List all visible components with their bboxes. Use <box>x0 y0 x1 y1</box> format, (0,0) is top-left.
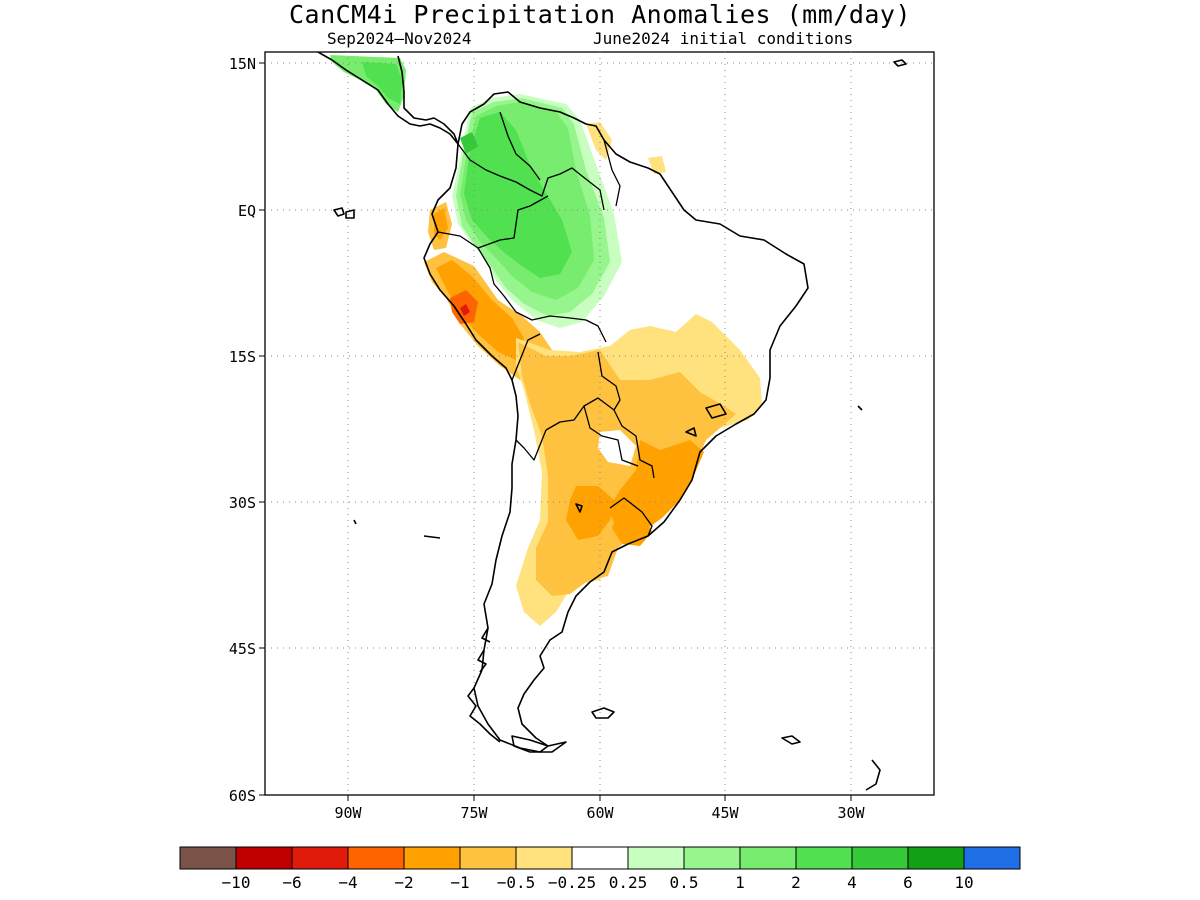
anomaly-green-central-america-core <box>362 62 402 104</box>
falkland-islands <box>591 707 615 719</box>
anomaly-green-northwest-core <box>464 112 572 278</box>
tick-marks <box>259 62 852 801</box>
caribbean-islands <box>893 59 907 67</box>
galapagos-islands <box>333 207 355 219</box>
anomaly-orange-argentina <box>566 486 614 540</box>
colorbar-label: −4 <box>338 873 357 892</box>
subtitle-initial-conditions: June2024 initial conditions <box>593 29 854 48</box>
colorbar-swatch <box>851 846 909 870</box>
tierra-del-fuego <box>511 735 567 753</box>
central-america-coast <box>317 52 459 145</box>
lat-label: EQ <box>238 202 256 220</box>
colorbar-swatch <box>515 846 573 870</box>
colorbar-label: −0.25 <box>548 873 596 892</box>
lon-label: 90W <box>334 804 362 822</box>
colorbar-swatch <box>459 846 517 870</box>
colorbar-swatch <box>683 846 741 870</box>
anomaly-orange-uruguay <box>612 508 652 546</box>
colorbar-label: 1 <box>735 873 745 892</box>
colorbar-swatch <box>235 846 293 870</box>
lat-label: 45S <box>229 640 256 658</box>
colorbar-swatch <box>795 846 853 870</box>
south-georgia-island <box>781 735 801 745</box>
colorbar-label: −0.5 <box>497 873 536 892</box>
subtitle-season: Sep2024–Nov2024 <box>327 29 472 48</box>
lat-label: 15S <box>229 348 256 366</box>
coastlines <box>317 52 907 791</box>
colorbar-swatch <box>571 846 629 870</box>
lat-label: 30S <box>229 494 256 512</box>
colorbar-label: −10 <box>222 873 251 892</box>
colorbar-label: 0.5 <box>670 873 699 892</box>
lat-label: 60S <box>229 787 256 805</box>
colorbar-label: 0.25 <box>609 873 648 892</box>
colorbar-label: −6 <box>282 873 301 892</box>
colorbar-swatch <box>403 846 461 870</box>
colorbar-swatch <box>347 846 405 870</box>
colorbar-swatch <box>907 846 965 870</box>
colorbar-label: −2 <box>394 873 413 892</box>
colorbar-label: 10 <box>954 873 973 892</box>
anomaly-yellow-guianas <box>586 122 612 160</box>
lon-label: 45W <box>711 804 739 822</box>
lat-label: 15N <box>229 55 256 73</box>
country-borders <box>437 111 655 537</box>
anomaly-darkred-peru-dot <box>460 304 470 316</box>
south-america-coast <box>423 91 809 753</box>
colorbar-label: 2 <box>791 873 801 892</box>
colorbar: −10 −6 −4 −2 −1 −0.5 −0.25 0.25 0.5 1 2 4 6 10 <box>179 846 1021 892</box>
colorbar-swatch <box>627 846 685 870</box>
colorbar-swatch <box>963 846 1021 870</box>
anomaly-fields <box>330 55 762 626</box>
lake-dots <box>353 403 881 791</box>
longitude-labels: 90W 75W 60W 45W 30W <box>334 804 865 822</box>
colorbar-label: −1 <box>450 873 469 892</box>
colorbar-swatch <box>179 846 237 870</box>
map-title: CanCM4i Precipitation Anomalies (mm/day) <box>288 0 912 29</box>
anomaly-orange-peru <box>436 260 524 360</box>
colorbar-label: 4 <box>847 873 857 892</box>
colorbar-label: 6 <box>903 873 913 892</box>
colorbar-swatch <box>739 846 797 870</box>
anomaly-white-pocket-paraguay <box>598 430 636 466</box>
chile-fjords <box>467 627 501 743</box>
latitude-labels: 15N EQ 15S 30S 45S 60S <box>229 55 256 805</box>
lon-label: 75W <box>460 804 488 822</box>
anomaly-orange-light-central <box>518 342 736 596</box>
colorbar-swatch <box>291 846 349 870</box>
lon-label: 30W <box>837 804 865 822</box>
anomaly-yellow-guianas-2 <box>648 156 666 174</box>
lon-label: 60W <box>586 804 614 822</box>
